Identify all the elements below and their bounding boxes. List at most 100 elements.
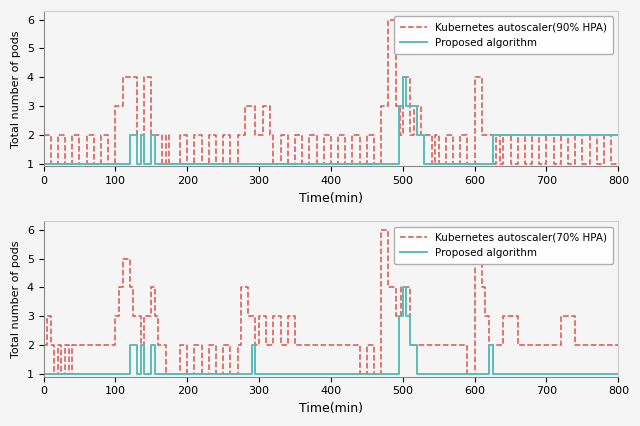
- Proposed algorithm: [485, 343, 493, 348]
- Proposed algorithm: [399, 75, 406, 80]
- Proposed algorithm: [406, 314, 414, 319]
- Proposed algorithm: [403, 285, 410, 290]
- Proposed algorithm: [614, 132, 622, 137]
- Proposed algorithm: [129, 132, 137, 137]
- Proposed algorithm: [420, 371, 428, 376]
- Proposed algorithm: [614, 132, 622, 137]
- Proposed algorithm: [147, 343, 155, 348]
- Y-axis label: Total number of pods: Total number of pods: [11, 30, 21, 147]
- Line: Kubernetes autoscaler(90% HPA): Kubernetes autoscaler(90% HPA): [44, 20, 618, 164]
- Proposed algorithm: [614, 371, 622, 376]
- Line: Proposed algorithm: Proposed algorithm: [44, 77, 618, 164]
- Proposed algorithm: [133, 343, 141, 348]
- Proposed algorithm: [147, 371, 155, 376]
- Kubernetes autoscaler(90% HPA): [385, 17, 392, 22]
- Proposed algorithm: [399, 314, 406, 319]
- Proposed algorithm: [485, 371, 493, 376]
- Proposed algorithm: [420, 132, 428, 137]
- Proposed algorithm: [126, 343, 134, 348]
- Line: Proposed algorithm: Proposed algorithm: [44, 288, 618, 374]
- Kubernetes autoscaler(70% HPA): [51, 371, 58, 376]
- Proposed algorithm: [403, 104, 410, 109]
- Proposed algorithm: [111, 371, 119, 376]
- Proposed algorithm: [162, 371, 170, 376]
- Proposed algorithm: [151, 371, 159, 376]
- Proposed algorithm: [40, 371, 47, 376]
- Proposed algorithm: [399, 104, 406, 109]
- Y-axis label: Total number of pods: Total number of pods: [11, 240, 21, 358]
- Proposed algorithm: [126, 132, 134, 137]
- Proposed algorithm: [129, 132, 137, 137]
- Proposed algorithm: [137, 132, 145, 137]
- Proposed algorithm: [140, 161, 148, 166]
- Proposed algorithm: [252, 371, 259, 376]
- Proposed algorithm: [147, 132, 155, 137]
- X-axis label: Time(min): Time(min): [299, 192, 363, 204]
- Proposed algorithm: [162, 161, 170, 166]
- Proposed algorithm: [396, 314, 403, 319]
- Proposed algorithm: [413, 104, 421, 109]
- Proposed algorithm: [129, 343, 137, 348]
- Proposed algorithm: [420, 371, 428, 376]
- Proposed algorithm: [147, 161, 155, 166]
- Proposed algorithm: [392, 371, 399, 376]
- Proposed algorithm: [252, 343, 259, 348]
- Proposed algorithm: [137, 371, 145, 376]
- Kubernetes autoscaler(90% HPA): [614, 161, 622, 166]
- Proposed algorithm: [111, 161, 119, 166]
- Proposed algorithm: [489, 371, 497, 376]
- Proposed algorithm: [481, 161, 489, 166]
- Proposed algorithm: [392, 161, 399, 166]
- Kubernetes autoscaler(70% HPA): [500, 314, 508, 319]
- Proposed algorithm: [133, 132, 141, 137]
- Proposed algorithm: [396, 371, 403, 376]
- Proposed algorithm: [413, 132, 421, 137]
- Kubernetes autoscaler(90% HPA): [137, 132, 145, 137]
- Proposed algorithm: [111, 371, 119, 376]
- Proposed algorithm: [155, 161, 163, 166]
- Proposed algorithm: [248, 371, 256, 376]
- Proposed algorithm: [129, 343, 137, 348]
- Kubernetes autoscaler(70% HPA): [378, 227, 385, 233]
- Kubernetes autoscaler(70% HPA): [463, 371, 471, 376]
- X-axis label: Time(min): Time(min): [299, 402, 363, 415]
- Proposed algorithm: [126, 161, 134, 166]
- Proposed algorithm: [140, 132, 148, 137]
- Proposed algorithm: [406, 343, 414, 348]
- Proposed algorithm: [489, 343, 497, 348]
- Proposed algorithm: [40, 161, 47, 166]
- Legend: Kubernetes autoscaler(70% HPA), Proposed algorithm: Kubernetes autoscaler(70% HPA), Proposed…: [394, 227, 613, 264]
- Proposed algorithm: [413, 371, 421, 376]
- Proposed algorithm: [481, 161, 489, 166]
- Proposed algorithm: [133, 371, 141, 376]
- Proposed algorithm: [155, 371, 163, 376]
- Proposed algorithm: [489, 132, 497, 137]
- Proposed algorithm: [406, 104, 414, 109]
- Kubernetes autoscaler(70% HPA): [169, 371, 177, 376]
- Legend: Kubernetes autoscaler(90% HPA), Proposed algorithm: Kubernetes autoscaler(90% HPA), Proposed…: [394, 16, 613, 54]
- Proposed algorithm: [162, 371, 170, 376]
- Proposed algorithm: [126, 371, 134, 376]
- Proposed algorithm: [162, 161, 170, 166]
- Proposed algorithm: [489, 161, 497, 166]
- Proposed algorithm: [155, 161, 163, 166]
- Kubernetes autoscaler(70% HPA): [614, 343, 622, 348]
- Kubernetes autoscaler(70% HPA): [564, 314, 572, 319]
- Kubernetes autoscaler(90% HPA): [399, 75, 406, 80]
- Proposed algorithm: [406, 104, 414, 109]
- Kubernetes autoscaler(70% HPA): [394, 314, 401, 319]
- Proposed algorithm: [392, 161, 399, 166]
- Proposed algorithm: [140, 371, 148, 376]
- Kubernetes autoscaler(90% HPA): [40, 132, 47, 137]
- Kubernetes autoscaler(70% HPA): [492, 343, 500, 348]
- Proposed algorithm: [137, 161, 145, 166]
- Kubernetes autoscaler(90% HPA): [47, 161, 54, 166]
- Proposed algorithm: [420, 161, 428, 166]
- Proposed algorithm: [151, 161, 159, 166]
- Proposed algorithm: [396, 161, 403, 166]
- Proposed algorithm: [392, 371, 399, 376]
- Proposed algorithm: [111, 161, 119, 166]
- Proposed algorithm: [137, 343, 145, 348]
- Proposed algorithm: [140, 343, 148, 348]
- Proposed algorithm: [413, 343, 421, 348]
